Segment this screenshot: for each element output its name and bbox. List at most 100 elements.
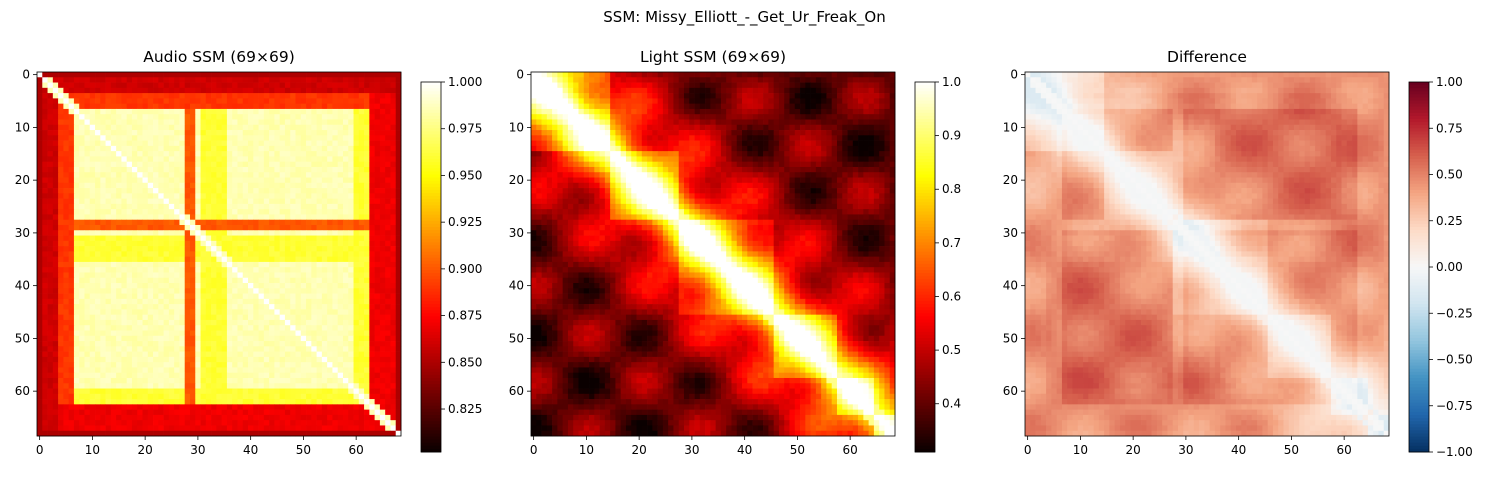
heatmap-cell — [311, 224, 317, 231]
heatmap-cell — [358, 346, 365, 352]
heatmap-cell — [73, 325, 80, 331]
heatmap-cell — [364, 156, 370, 163]
heatmap-cell — [147, 119, 154, 126]
heatmap-cell — [237, 325, 244, 331]
heatmap-cell — [279, 309, 286, 316]
heatmap-cell — [84, 188, 91, 194]
heatmap-cell — [311, 304, 317, 310]
heatmap-cell — [153, 140, 159, 147]
heatmap-cell — [195, 420, 201, 426]
heatmap-cell — [290, 198, 296, 205]
heatmap-cell — [385, 172, 391, 178]
heatmap-cell — [131, 198, 138, 205]
heatmap-cell — [153, 267, 159, 273]
heatmap-cell — [84, 224, 91, 231]
heatmap-cell — [332, 325, 339, 331]
heatmap-cell — [369, 119, 375, 126]
heatmap-cell — [342, 93, 349, 99]
heatmap-cell — [168, 151, 175, 157]
heatmap-cell — [137, 425, 143, 432]
heatmap-cell — [73, 72, 80, 78]
heatmap-cell — [395, 404, 402, 410]
heatmap-cell — [126, 177, 133, 184]
heatmap-cell — [200, 114, 207, 120]
heatmap-cell — [105, 314, 112, 321]
heatmap-cell — [379, 293, 386, 300]
heatmap-cell — [258, 404, 265, 410]
heatmap-cell — [131, 214, 138, 221]
heatmap-cell — [248, 351, 254, 358]
heatmap-cell — [300, 335, 307, 342]
heatmap-cell — [47, 372, 54, 379]
heatmap-cell — [189, 93, 196, 99]
heatmap-cell — [47, 346, 54, 352]
heatmap-cell — [79, 383, 85, 389]
heatmap-cell — [179, 182, 186, 189]
heatmap-cell — [37, 103, 43, 110]
heatmap-cell — [369, 235, 375, 242]
heatmap-cell — [253, 430, 259, 437]
heatmap-cell — [290, 235, 296, 242]
heatmap-cell — [179, 119, 186, 126]
heatmap-cell — [205, 87, 212, 94]
heatmap-cell — [110, 420, 117, 426]
heatmap-cell — [89, 119, 96, 126]
heatmap-cell — [290, 182, 296, 189]
heatmap-cell — [153, 119, 159, 126]
heatmap-cell — [58, 124, 64, 131]
heatmap-cell — [290, 393, 296, 400]
heatmap-cell — [631, 72, 637, 78]
heatmap-cell — [68, 325, 75, 331]
heatmap-cell — [110, 124, 117, 131]
heatmap-cell — [195, 272, 201, 279]
heatmap-cell — [327, 362, 333, 368]
heatmap-cell — [205, 304, 212, 310]
heatmap-cell — [316, 77, 323, 83]
heatmap-cell — [342, 362, 349, 368]
heatmap-cell — [58, 272, 64, 279]
heatmap-cell — [95, 72, 101, 78]
heatmap-cell — [174, 240, 180, 247]
heatmap-cell — [374, 383, 381, 389]
heatmap-cell — [316, 246, 323, 252]
heatmap-cell — [395, 114, 402, 120]
heatmap-cell — [211, 135, 217, 141]
heatmap-cell — [364, 309, 370, 316]
heatmap-cell — [126, 251, 133, 257]
heatmap-cell — [184, 182, 191, 189]
heatmap-cell — [184, 198, 191, 205]
heatmap-cell — [100, 341, 106, 347]
heatmap-cell — [269, 420, 275, 426]
heatmap-cell — [216, 82, 222, 89]
heatmap-cell — [168, 351, 175, 358]
heatmap-cell — [358, 235, 365, 242]
heatmap-cell — [73, 414, 80, 421]
heatmap-cell — [211, 108, 217, 115]
heatmap-cell — [390, 372, 397, 379]
heatmap-cell — [137, 240, 143, 247]
heatmap-cell — [142, 93, 149, 99]
heatmap-cell — [358, 288, 365, 294]
heatmap-cell — [47, 224, 54, 231]
heatmap-cell — [332, 430, 339, 437]
heatmap-cell — [300, 72, 307, 78]
heatmap-cell — [395, 393, 402, 400]
heatmap-cell — [332, 214, 339, 221]
colorbar-band — [421, 196, 441, 200]
heatmap-cell — [321, 124, 328, 131]
heatmap-cell — [205, 103, 212, 110]
heatmap-cell — [211, 193, 217, 199]
heatmap-cell — [153, 188, 159, 194]
heatmap-cell — [211, 362, 217, 368]
heatmap-cell — [300, 145, 307, 152]
heatmap-cell — [158, 77, 164, 83]
heatmap-cell — [353, 283, 360, 289]
heatmap-cell — [385, 425, 391, 432]
heatmap-cell — [100, 288, 106, 294]
heatmap-cell — [42, 135, 48, 141]
heatmap-cell — [179, 114, 186, 120]
heatmap-cell — [58, 425, 64, 432]
heatmap-cell — [232, 293, 238, 300]
heatmap-cell — [200, 166, 207, 173]
heatmap-cell — [248, 404, 254, 410]
